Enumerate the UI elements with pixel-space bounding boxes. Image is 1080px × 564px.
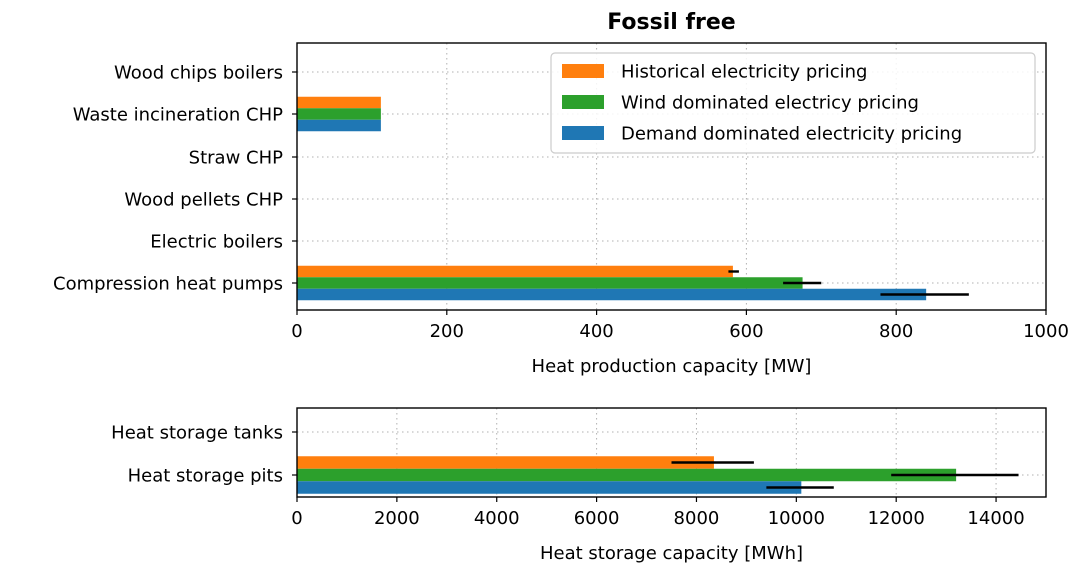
production-xtick-label: 600 [729,321,763,342]
production-capacity-plot: Wood chips boilers Waste incineration CHP… [53,42,1069,377]
storage-bar [297,456,714,469]
production-bar [297,96,381,109]
production-xtick-label: 800 [879,321,913,342]
storage-capacity-plot: Heat storage tanks Heat storage pits 0 2000… [111,407,1047,564]
production-xtick-label: 1000 [1023,321,1069,342]
storage-xtick-label: 10000 [768,508,825,529]
storage-xtick-label: 14000 [967,508,1024,529]
production-category-label: Compression heat pumps [53,274,283,295]
production-xtick-label: 200 [430,321,464,342]
storage-category-label: Heat storage pits [128,466,283,487]
production-category-label: Electric boilers [150,232,283,253]
chart-title: Fossil free [607,10,735,35]
production-bar [297,277,803,289]
production-category-label: Wood chips boilers [114,63,283,84]
legend-swatch [562,126,604,140]
storage-xtick-label: 2000 [374,508,420,529]
storage-xtick-label: 12000 [868,508,925,529]
legend-label: Demand dominated electricity pricing [621,124,962,145]
production-bar [297,108,381,120]
storage-xtick-label: 8000 [674,508,720,529]
production-bar [297,119,381,132]
production-axes-frame [296,42,1047,311]
legend-swatch [562,64,604,78]
storage-bar [297,468,957,482]
production-bar [297,265,733,278]
storage-xtick-label: 0 [291,508,302,529]
legend-box [550,52,1036,154]
production-xtick-label: 400 [579,321,613,342]
production-category-label: Wood pellets CHP [124,190,283,211]
production-bar [297,288,927,301]
storage-category-label: Heat storage tanks [111,423,283,444]
storage-xaxis-label: Heat storage capacity [MWh] [540,543,803,564]
production-category-label: Waste incineration CHP [73,105,283,126]
storage-xtick-label: 6000 [574,508,620,529]
storage-xtick-label: 4000 [474,508,520,529]
production-xaxis-label: Heat production capacity [MW] [532,356,812,377]
legend-swatch [562,95,604,109]
legend: Historical electricity pricing Wind domin… [550,52,1036,154]
legend-label: Historical electricity pricing [621,62,867,83]
production-xtick-label: 0 [291,321,302,342]
storage-bar [297,481,802,494]
production-category-label: Straw CHP [189,148,283,169]
storage-axes-frame [296,407,1047,498]
legend-label: Wind dominated electricy pricing [621,93,919,114]
